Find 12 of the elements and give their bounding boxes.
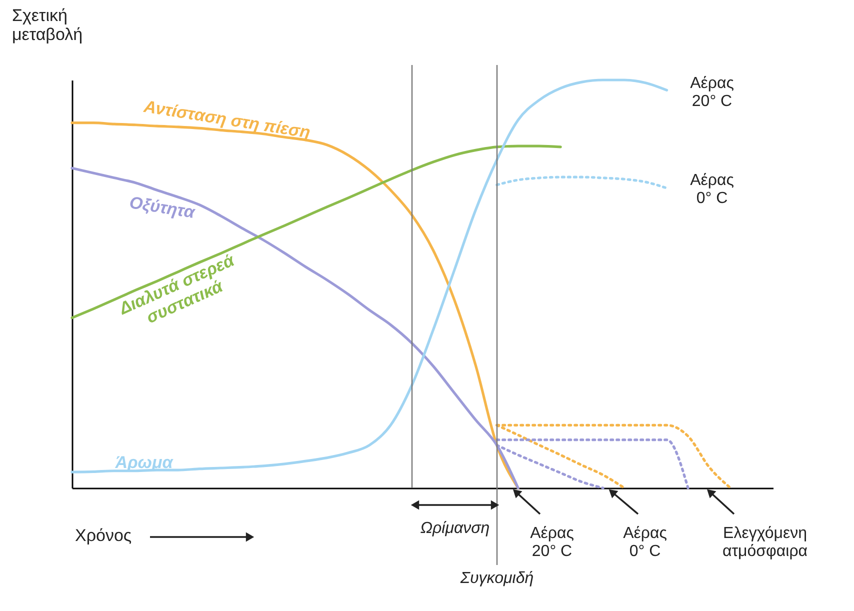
text: Συγκομιδή — [459, 570, 534, 587]
series-label: Άρωμα — [114, 453, 174, 472]
text: Αέρας 20° C — [530, 525, 574, 560]
text: Αέρας 0° C — [623, 525, 668, 560]
text: Αντίσταση στη πίεση — [142, 96, 312, 142]
annotation: Αέρας 20° C — [690, 75, 734, 110]
text: Οξύτητα — [128, 192, 198, 222]
x-axis-title: Χρόνος — [75, 526, 132, 545]
y-axis-title: Σχετική μεταβολή — [12, 6, 83, 44]
text: Ωρίμανση — [420, 520, 490, 537]
annotation: Αέρας 0° C — [690, 172, 734, 207]
text: Ελεγχόμενη ατμόσφαιρα — [722, 525, 808, 560]
